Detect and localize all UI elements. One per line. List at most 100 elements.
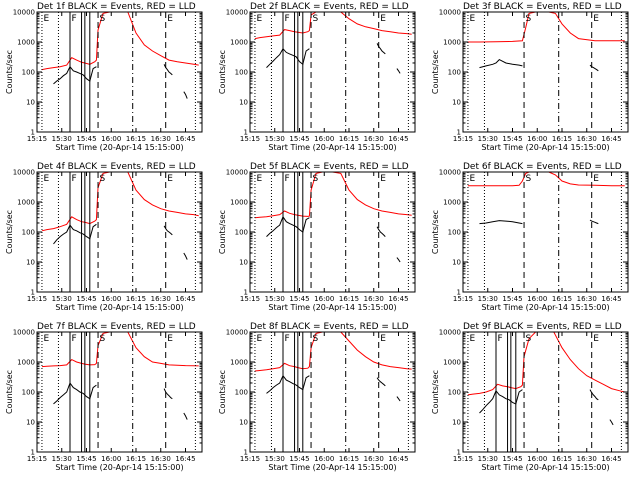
y-axis-label: Counts/sec <box>431 210 440 254</box>
y-tick-label: 10000 <box>13 169 35 177</box>
time-marker-label: S <box>100 334 106 344</box>
x-tick-label: 16:00 <box>314 455 334 463</box>
x-tick-label: 15:30 <box>52 295 72 303</box>
time-marker-label: E <box>256 334 262 344</box>
x-tick-label: 15:45 <box>502 455 522 463</box>
y-axis-label: Counts/sec <box>5 50 14 94</box>
events-series-line <box>53 223 97 245</box>
events-series-line <box>266 47 310 68</box>
x-tick-label: 16:45 <box>388 455 408 463</box>
time-marker-label: E <box>256 14 262 24</box>
x-tick-label: 16:15 <box>339 455 359 463</box>
events-series-line <box>266 374 310 394</box>
lld-series-line <box>41 12 199 71</box>
x-tick-label: 15:45 <box>76 135 96 143</box>
x-tick-label: 16:00 <box>101 135 121 143</box>
y-tick-label: 10000 <box>439 9 461 17</box>
events-series-line <box>53 381 97 405</box>
y-tick-label: 100 <box>235 389 248 397</box>
time-marker-label: E <box>469 14 475 24</box>
events-series-line <box>396 68 401 74</box>
time-marker-label: E <box>167 14 173 24</box>
time-marker-label: E <box>167 334 173 344</box>
plot-frame <box>249 171 416 293</box>
x-axis-label: Start Time (20-Apr-14 15:15:00) <box>481 463 609 472</box>
chart-panel: Det 4f BLACK = Events, RED = LLD E F S E 15:1… <box>5 162 203 312</box>
plot-frame <box>462 171 629 293</box>
lld-series-line <box>467 12 625 43</box>
time-marker-label: S <box>100 14 106 24</box>
time-marker-label: E <box>43 174 49 184</box>
time-marker-label: S <box>313 14 319 24</box>
x-tick-label: 16:15 <box>126 135 146 143</box>
chart-title: Det 3f BLACK = Events, RED = LLD <box>463 2 622 12</box>
time-marker-label: F <box>285 174 290 184</box>
y-tick-label: 10 <box>239 99 248 107</box>
x-tick-label: 16:30 <box>577 295 597 303</box>
x-tick-label: 16:45 <box>175 295 195 303</box>
y-tick-label: 1000 <box>17 199 35 207</box>
plot-frame <box>462 11 629 133</box>
x-tick-label: 15:15 <box>27 455 47 463</box>
x-tick-label: 15:15 <box>27 295 47 303</box>
y-tick-label: 100 <box>235 69 248 77</box>
y-tick-label: 10000 <box>13 329 35 337</box>
events-series-line <box>479 58 523 69</box>
x-tick-label: 15:15 <box>453 455 473 463</box>
x-axis-label: Start Time (20-Apr-14 15:15:00) <box>268 143 396 152</box>
x-tick-label: 16:00 <box>314 135 334 143</box>
chart-panel: Det 6f BLACK = Events, RED = LLD E S E 15:15… <box>431 162 629 312</box>
x-tick-label: 15:45 <box>502 295 522 303</box>
y-tick-label: 10 <box>26 259 35 267</box>
y-tick-label: 1000 <box>230 359 248 367</box>
y-tick-label: 10000 <box>13 9 35 17</box>
chart-title: Det 4f BLACK = Events, RED = LLD <box>37 162 196 172</box>
y-tick-label: 1 <box>31 449 35 457</box>
chart-panel: Det 5f BLACK = Events, RED = LLD E F S E 15:1… <box>218 162 416 312</box>
y-tick-label: 1000 <box>443 359 461 367</box>
events-series-line <box>479 220 523 225</box>
y-tick-label: 10 <box>26 419 35 427</box>
events-series-line <box>163 225 173 236</box>
plot-frame <box>249 11 416 133</box>
time-marker-label: E <box>593 334 599 344</box>
x-tick-label: 15:15 <box>240 455 260 463</box>
lld-series-line <box>254 332 412 372</box>
x-tick-label: 16:30 <box>364 135 384 143</box>
time-marker-label: E <box>593 174 599 184</box>
y-tick-label: 100 <box>448 229 461 237</box>
time-marker-label: F <box>72 14 77 24</box>
x-tick-label: 16:30 <box>151 295 171 303</box>
x-tick-label: 16:45 <box>601 455 621 463</box>
y-tick-label: 10 <box>239 259 248 267</box>
x-tick-label: 15:30 <box>265 455 285 463</box>
events-series-line <box>53 65 97 85</box>
x-axis-label: Start Time (20-Apr-14 15:15:00) <box>55 303 183 312</box>
x-tick-label: 15:15 <box>453 135 473 143</box>
chart-panel: Det 7f BLACK = Events, RED = LLD E F S E 15:1… <box>5 322 203 472</box>
x-tick-label: 15:45 <box>76 295 96 303</box>
y-tick-label: 10 <box>452 419 461 427</box>
chart-title: Det 8f BLACK = Events, RED = LLD <box>250 322 409 332</box>
y-tick-label: 10 <box>26 99 35 107</box>
y-axis-label: Counts/sec <box>431 370 440 414</box>
time-marker-label: S <box>526 174 532 184</box>
x-tick-label: 16:15 <box>126 295 146 303</box>
lld-series-line <box>41 172 199 232</box>
x-tick-label: 15:15 <box>27 135 47 143</box>
chart-panel: Det 9f BLACK = Events, RED = LLD E F S E 15:1… <box>431 322 629 472</box>
x-tick-label: 16:00 <box>527 455 547 463</box>
y-tick-label: 1 <box>457 129 461 137</box>
time-marker-label: E <box>43 334 49 344</box>
time-marker-label: F <box>72 334 77 344</box>
time-marker-label: F <box>285 14 290 24</box>
chart-panel: Det 2f BLACK = Events, RED = LLD E F S E 15:1… <box>218 2 416 152</box>
time-marker-label: S <box>526 334 532 344</box>
y-tick-label: 10000 <box>439 169 461 177</box>
x-tick-label: 16:45 <box>601 135 621 143</box>
x-axis-label: Start Time (20-Apr-14 15:15:00) <box>268 463 396 472</box>
x-tick-label: 16:30 <box>151 135 171 143</box>
plot-frame <box>249 331 416 453</box>
time-marker-label: E <box>469 334 475 344</box>
x-tick-label: 15:45 <box>76 455 96 463</box>
